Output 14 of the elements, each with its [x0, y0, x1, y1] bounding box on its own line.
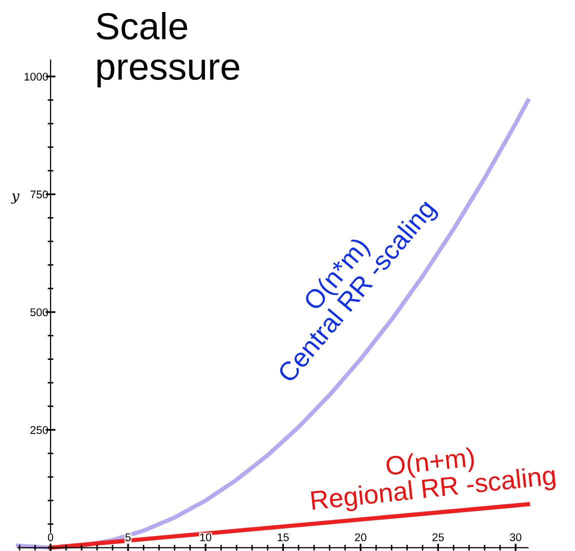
chart-title: Scale pressure — [96, 12, 240, 88]
y-tick-label: 1000 — [24, 72, 48, 81]
x-tick-label: 10 — [200, 533, 212, 542]
x-tick-label: 15 — [278, 533, 289, 542]
y-tick-label: 250 — [30, 426, 48, 434]
x-tick-label: 20 — [354, 533, 366, 542]
x-tick-label: 5 — [125, 533, 131, 542]
y-tick-label: 500 — [30, 308, 48, 316]
x-tick-label: 30 — [510, 533, 522, 542]
y-axis-title: y — [11, 193, 20, 204]
text: O(n+m) Regional RR -scaling — [310, 447, 556, 516]
x-tick-label: 25 — [432, 533, 444, 542]
y-tick-label: 750 — [30, 190, 48, 198]
x-tick-label: 0 — [48, 533, 54, 542]
